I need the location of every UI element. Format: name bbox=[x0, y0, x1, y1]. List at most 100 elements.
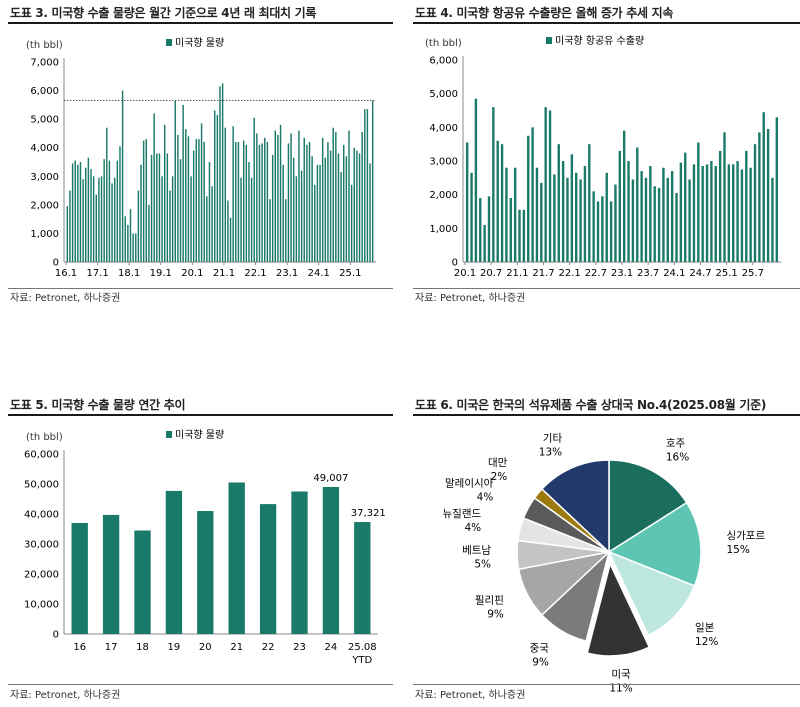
bar bbox=[150, 154, 153, 262]
y-tick-label: 2,000 bbox=[30, 200, 59, 211]
x-tick-label: 19 bbox=[168, 642, 181, 653]
x-tick-label: 17 bbox=[105, 642, 118, 653]
pie-slice bbox=[540, 459, 610, 554]
bar bbox=[177, 134, 179, 262]
bar bbox=[354, 522, 371, 634]
bar bbox=[614, 184, 617, 262]
x-tick-label: 16 bbox=[73, 642, 86, 653]
bar bbox=[771, 177, 774, 262]
x-tick-label: 24 bbox=[325, 642, 338, 653]
bar bbox=[108, 160, 111, 262]
bar bbox=[85, 167, 87, 262]
bar bbox=[95, 194, 97, 262]
bar bbox=[295, 176, 298, 262]
bar bbox=[684, 152, 687, 262]
bar bbox=[82, 179, 84, 262]
bar bbox=[158, 153, 161, 262]
bar bbox=[636, 147, 639, 262]
title-rule bbox=[8, 414, 393, 416]
x-tick-label: 18.1 bbox=[118, 268, 140, 279]
bar bbox=[256, 133, 258, 262]
bar bbox=[483, 224, 486, 262]
bar bbox=[232, 126, 234, 263]
pie-label-name: 호주 bbox=[666, 438, 686, 450]
bar bbox=[124, 216, 126, 262]
bar bbox=[314, 184, 316, 262]
x-tick-label: 23.1 bbox=[276, 268, 298, 279]
pie-slice bbox=[586, 561, 651, 657]
bar bbox=[111, 183, 113, 262]
bar bbox=[622, 130, 626, 262]
bar bbox=[335, 132, 337, 262]
bar bbox=[290, 133, 292, 262]
pie-label-name: 중국 bbox=[530, 643, 550, 655]
x-tick-label: 20.1 bbox=[454, 268, 476, 279]
bar bbox=[340, 172, 342, 262]
x-tick-sublabel: YTD bbox=[351, 655, 372, 666]
source-note: 자료: Petronet, 하나증권 bbox=[415, 293, 526, 304]
x-tick-label: 20 bbox=[199, 642, 212, 653]
bar bbox=[245, 144, 248, 262]
bar bbox=[575, 172, 578, 262]
bar bbox=[350, 184, 353, 262]
jet-fuel-bar-chart: (th bbl) 미국향 항공유 수출량 0 1,000 2,000 3,000 4,000… bbox=[425, 35, 781, 279]
bar bbox=[675, 192, 678, 262]
bar bbox=[662, 167, 665, 262]
bar bbox=[92, 176, 95, 262]
bar bbox=[343, 144, 345, 262]
bar bbox=[583, 166, 587, 262]
x-tick-label: 24.7 bbox=[689, 268, 711, 279]
bar bbox=[527, 135, 530, 262]
source-rule bbox=[8, 684, 393, 685]
data-label: 49,007 bbox=[313, 473, 348, 484]
bar bbox=[319, 164, 321, 262]
pie-label-pct: 16% bbox=[666, 452, 689, 464]
source-note: 자료: Petronet, 하나증권 bbox=[10, 690, 121, 701]
pie-label-pct: 2% bbox=[491, 471, 508, 483]
bar bbox=[198, 139, 200, 262]
pie-label-pct: 4% bbox=[477, 491, 494, 503]
y-tick-label: 5,000 bbox=[429, 89, 458, 100]
source-rule bbox=[8, 288, 393, 289]
bar bbox=[250, 177, 253, 262]
bar bbox=[618, 150, 622, 262]
y-tick-label: 60,000 bbox=[24, 450, 59, 461]
bar bbox=[285, 199, 287, 262]
y-tick-label: 0 bbox=[53, 630, 59, 641]
bar bbox=[749, 167, 752, 262]
bar bbox=[544, 107, 547, 262]
bar bbox=[718, 150, 722, 262]
bar bbox=[66, 206, 69, 262]
bar bbox=[579, 179, 582, 262]
pie-slice bbox=[607, 501, 702, 587]
y-tick-label: 20,000 bbox=[24, 570, 59, 581]
y-tick-label: 30,000 bbox=[24, 540, 59, 551]
bar bbox=[601, 196, 604, 262]
bar bbox=[337, 153, 340, 262]
x-tick-label: 17.1 bbox=[86, 268, 108, 279]
bar bbox=[282, 164, 284, 262]
pie-label-name: 필리핀 bbox=[475, 595, 504, 607]
bar bbox=[592, 191, 595, 262]
x-tick-label: 24.1 bbox=[308, 268, 330, 279]
bar bbox=[470, 172, 473, 262]
x-tick-label: 25.1 bbox=[716, 268, 738, 279]
bar bbox=[714, 166, 717, 262]
bar bbox=[227, 200, 229, 262]
bar bbox=[327, 142, 329, 262]
bar bbox=[200, 123, 203, 262]
bar bbox=[153, 113, 155, 262]
bar bbox=[308, 142, 311, 262]
x-tick-label: 16.1 bbox=[55, 268, 77, 279]
bar bbox=[137, 190, 140, 262]
chart-title: 도표 3. 미국향 수출 물량은 월간 기준으로 4년 래 최대치 기록 bbox=[10, 6, 317, 20]
bar bbox=[98, 177, 100, 262]
pie-label-name: 싱가포르 bbox=[726, 530, 765, 542]
chart-panel-destinations: 도표 6. 미국은 한국의 석유제품 수출 상대국 No.4(2025.08월 … bbox=[413, 392, 800, 707]
bar bbox=[732, 164, 735, 262]
legend-label: 미국향 물량 bbox=[175, 429, 224, 441]
bar bbox=[271, 154, 274, 262]
bar bbox=[197, 511, 214, 634]
bar bbox=[116, 160, 119, 262]
bar bbox=[321, 137, 324, 262]
